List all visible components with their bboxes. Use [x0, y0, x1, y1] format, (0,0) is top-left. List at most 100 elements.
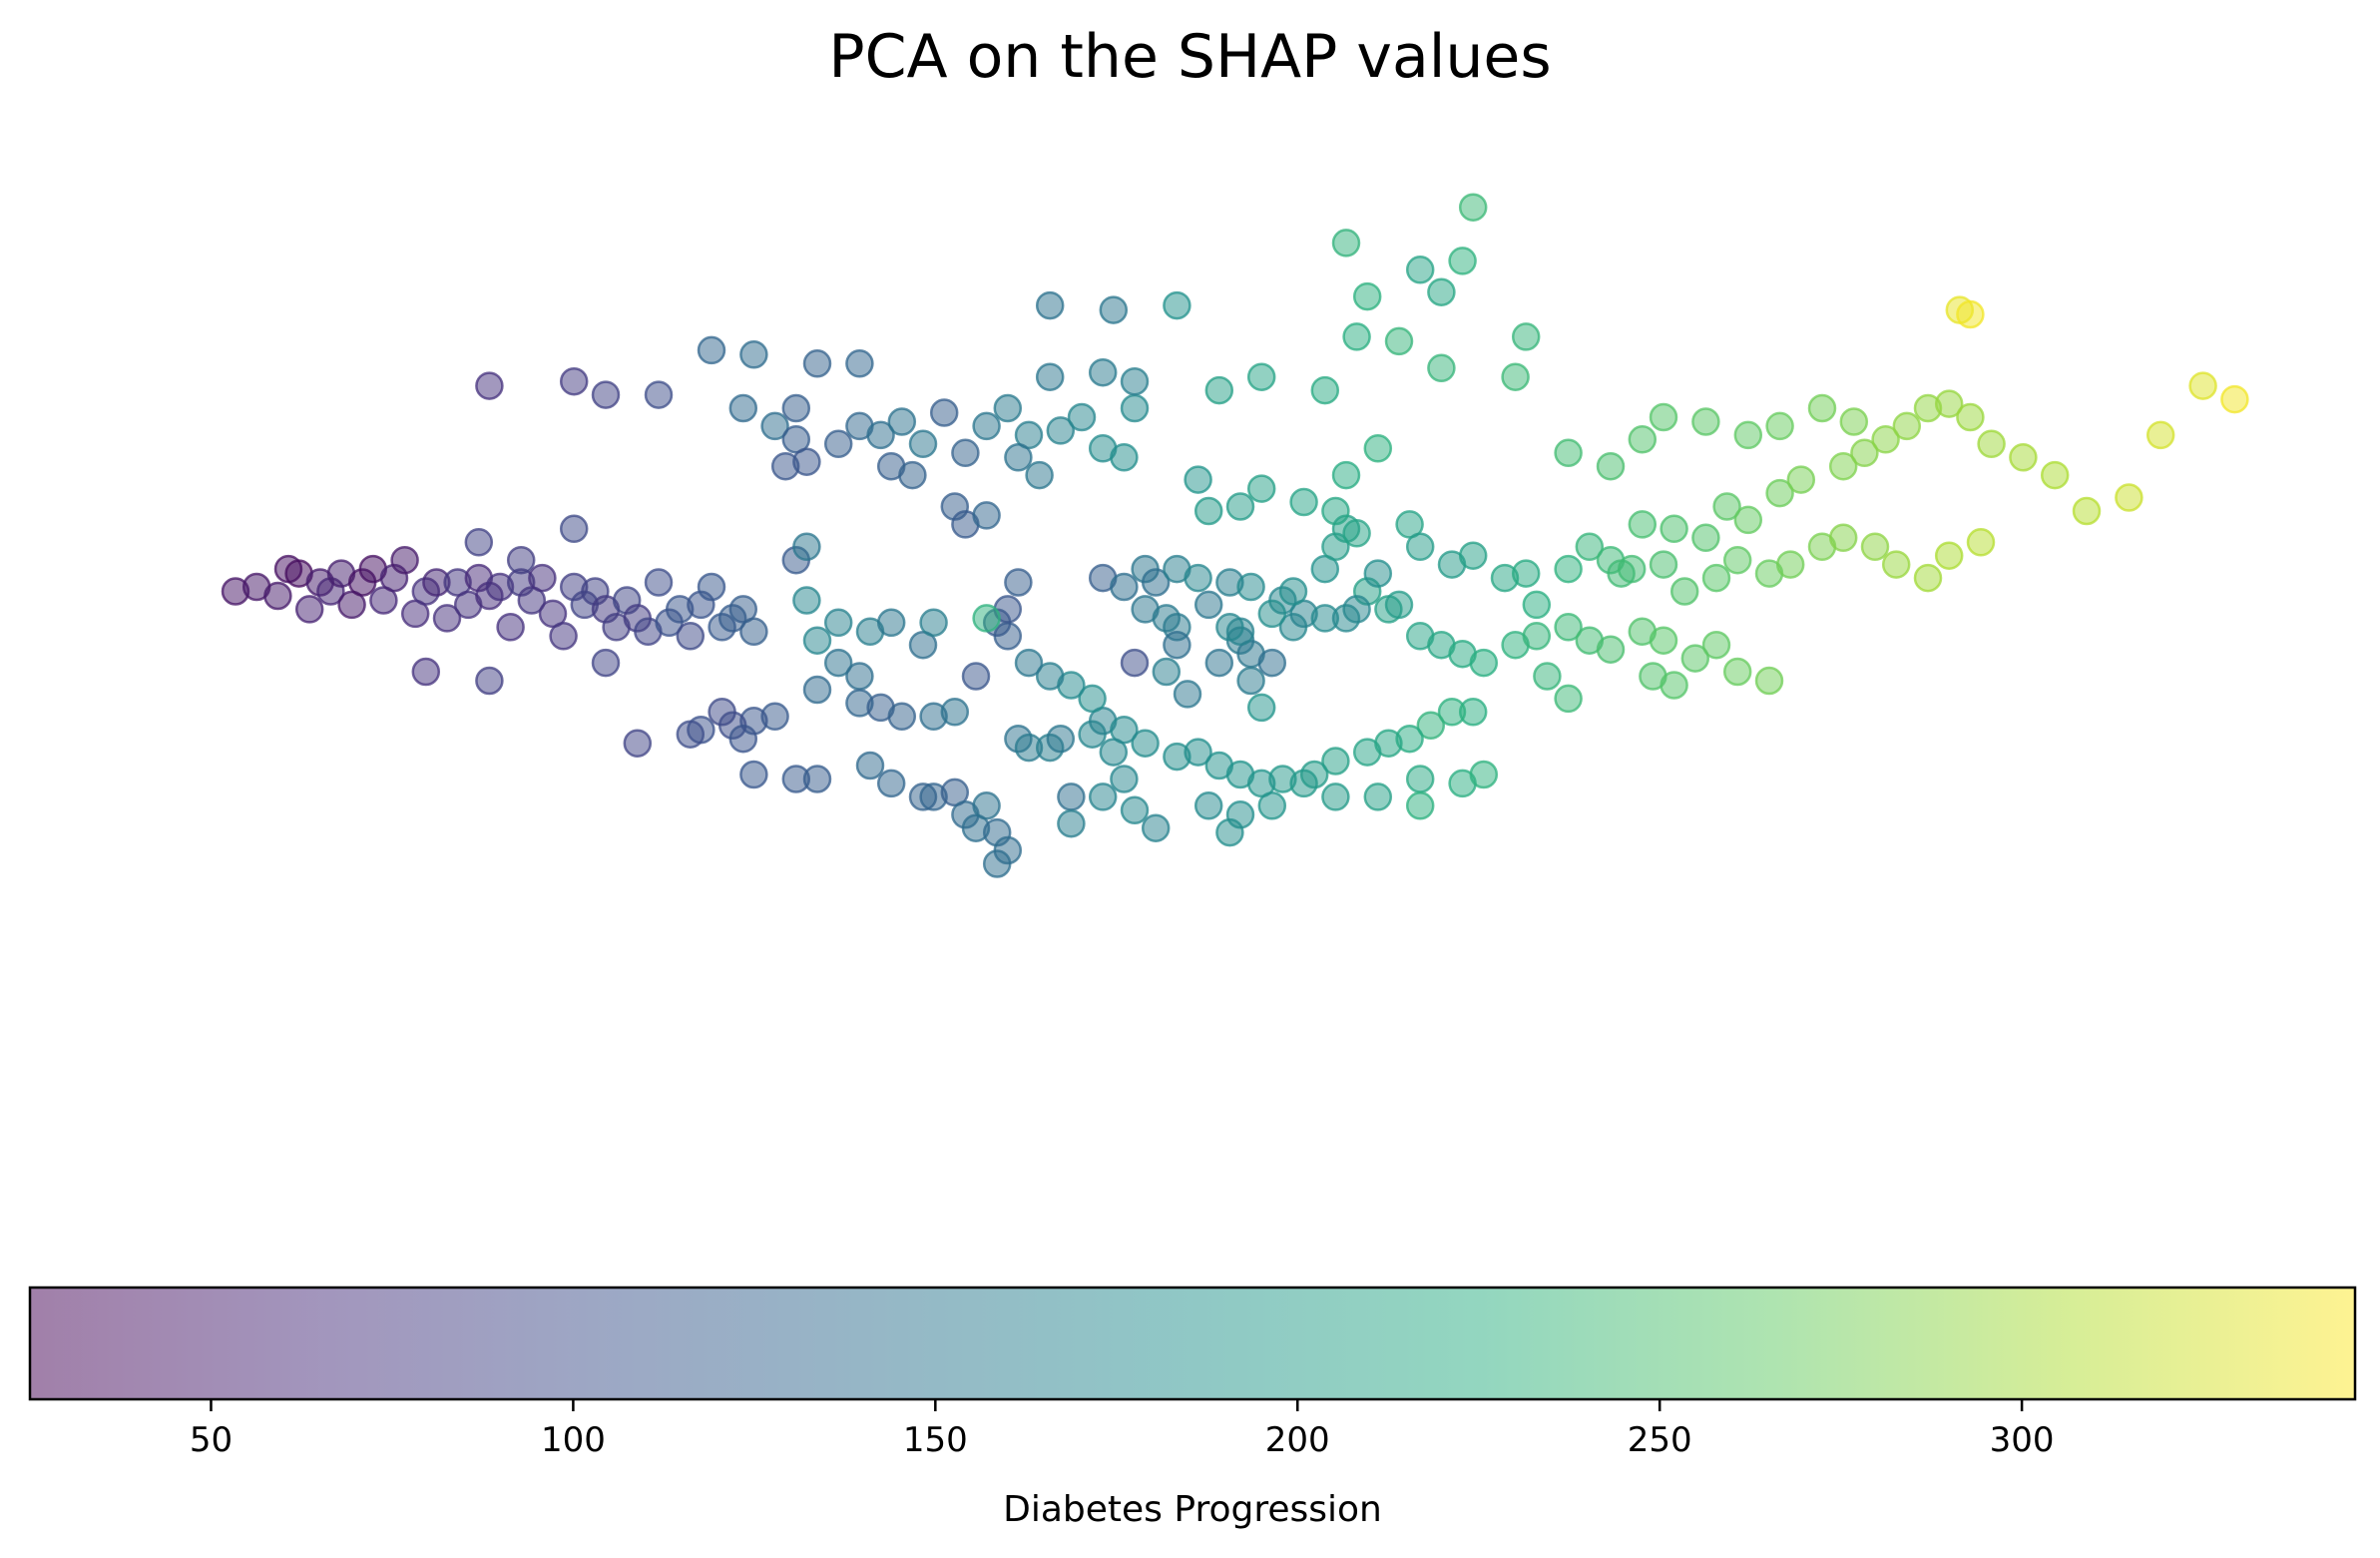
scatter-point [1628, 425, 1658, 454]
scatter-point [876, 608, 906, 638]
scatter-point [1110, 443, 1139, 472]
colorbar-label: Diabetes Progression [1003, 1489, 1382, 1530]
scatter-point [1310, 375, 1340, 405]
scatter-point [1321, 496, 1350, 526]
scatter-point [802, 349, 832, 378]
scatter-point [1522, 622, 1552, 651]
scatter-point [1289, 487, 1318, 517]
scatter-point [697, 572, 726, 602]
scatter-point [728, 393, 758, 423]
scatter-point [1701, 563, 1731, 593]
scatter-point [1057, 808, 1086, 838]
scatter-point [1469, 760, 1499, 789]
scatter-point [1966, 528, 1996, 557]
scatter-point [1257, 599, 1287, 629]
scatter-point [1934, 541, 1964, 570]
scatter-point [802, 765, 832, 793]
scatter-point [1733, 420, 1763, 450]
scatter-point [1660, 514, 1688, 544]
scatter-point [1828, 523, 1858, 553]
scatter-point [1236, 666, 1265, 696]
scatter-point [263, 581, 292, 611]
scatter-point [1405, 532, 1435, 562]
scatter-point [1575, 532, 1605, 562]
scatter-point [845, 349, 874, 378]
scatter-point [1363, 782, 1393, 811]
scatter-point [1501, 362, 1530, 391]
scatter-point [1067, 402, 1097, 432]
scatter-point [993, 393, 1023, 423]
scatter-point [972, 791, 1001, 820]
scatter-point [1775, 550, 1805, 579]
scatter-point [1193, 791, 1223, 820]
scatter-point [760, 411, 789, 441]
scatter-point [1110, 572, 1139, 602]
scatter-point [1057, 782, 1086, 811]
scatter-point [919, 608, 948, 638]
scatter-point [591, 648, 621, 678]
scatter-point [1596, 451, 1626, 481]
scatter-point [1204, 648, 1234, 678]
scatter-point [1628, 510, 1658, 539]
scatter-point [739, 760, 768, 789]
scatter-point [1363, 434, 1393, 463]
scatter-point [1754, 666, 1784, 696]
scatter-point [1871, 425, 1900, 454]
scatter-point [2145, 420, 2175, 450]
scatter-point [1881, 550, 1911, 579]
scatter-point [1321, 782, 1350, 811]
scatter-point [591, 380, 621, 409]
scatter-point [1099, 738, 1129, 767]
scatter-point [1850, 438, 1879, 468]
scatter-point [1405, 765, 1435, 793]
scatter-point [1596, 635, 1626, 664]
scatter-point [1956, 402, 1985, 432]
scatter-point [972, 501, 1001, 530]
colorbar-tick-label: 250 [1628, 1420, 1692, 1460]
scatter-point [1649, 402, 1678, 432]
scatter-point [1014, 648, 1044, 678]
scatter-point [1035, 290, 1065, 320]
colorbar-tick-label: 150 [903, 1420, 968, 1460]
scatter-point [1131, 729, 1160, 758]
scatter-point [823, 608, 853, 638]
scatter-point [676, 622, 706, 651]
scatter-point [887, 702, 917, 732]
scatter-point [2220, 384, 2249, 414]
scatter-point [1554, 684, 1583, 714]
scatter-point [1246, 693, 1276, 723]
scatter-point [506, 545, 536, 575]
scatter-point [1511, 559, 1541, 588]
scatter-point [1246, 474, 1276, 503]
colorbar-tick-label: 200 [1265, 1420, 1330, 1460]
scatter-point [1533, 662, 1562, 691]
scatter-point [1956, 299, 1985, 329]
scatter-point [1163, 290, 1191, 320]
scatter-point [845, 662, 874, 691]
scatter-point [1807, 393, 1837, 423]
scatter-point [2188, 371, 2217, 400]
scatter-point [1722, 657, 1752, 687]
scatter-point [1173, 680, 1202, 709]
scatter-point [1649, 550, 1678, 579]
scatter-point [1331, 460, 1361, 490]
scatter-point [1416, 711, 1446, 741]
scatter-point [475, 371, 504, 400]
scatter-point [1004, 568, 1033, 597]
colorbar: 50 100 150 200 250 300 Diabetes Progression [28, 1286, 2357, 1530]
scatter-point [1257, 791, 1287, 820]
scatter-point [1892, 411, 1922, 441]
scatter-point [623, 729, 653, 758]
scatter-point [1977, 429, 2006, 459]
scatter-point [1405, 256, 1435, 284]
scatter-point [792, 586, 821, 615]
scatter-point [1278, 577, 1308, 606]
scatter-point [739, 617, 768, 647]
scatter-point [528, 563, 557, 593]
scatter-point [929, 398, 959, 427]
scatter-point [1448, 247, 1477, 275]
scatter-point [1660, 671, 1688, 700]
scatter-point [1321, 747, 1350, 776]
scatter-point [1120, 393, 1150, 423]
scatter-point [1193, 496, 1223, 526]
